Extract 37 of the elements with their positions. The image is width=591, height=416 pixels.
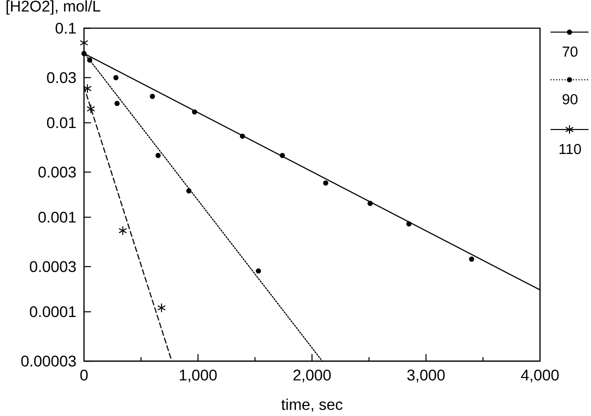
point — [114, 100, 120, 106]
x-tick-label: 4,000 — [521, 370, 559, 382]
y-tick-label: 0.1 — [56, 22, 76, 34]
point — [192, 109, 198, 115]
point — [323, 180, 328, 186]
point — [87, 57, 92, 63]
point — [186, 188, 192, 194]
point — [118, 226, 127, 236]
x-tick-label: 0 — [80, 370, 88, 381]
x-tick-label: 1,000 — [180, 370, 217, 382]
point — [150, 94, 155, 99]
y-tick-label: 0.0003 — [30, 261, 76, 272]
point — [469, 256, 474, 262]
legend-label: 70 — [562, 46, 578, 57]
point — [113, 75, 119, 80]
point — [280, 152, 285, 158]
point — [157, 302, 166, 313]
y-tick-label: 0.001 — [38, 212, 76, 223]
x-axis-title: time, sec — [281, 398, 342, 412]
point — [81, 50, 87, 56]
y-tick-label: 0.03 — [47, 72, 76, 84]
y-axis-title: [H2O2], mol/L — [6, 0, 100, 15]
y-tick-label: 0.00003 — [21, 356, 76, 367]
legend-label: 90 — [562, 94, 578, 104]
point — [368, 200, 373, 206]
y-tick-label: 0.0001 — [30, 306, 76, 318]
point — [156, 152, 161, 158]
point — [256, 268, 262, 274]
point — [406, 221, 412, 226]
point — [86, 104, 96, 114]
x-tick-label: 3,000 — [407, 370, 445, 382]
y-tick-label: 0.01 — [47, 117, 76, 128]
point — [83, 84, 92, 94]
legend-label: 110 — [560, 144, 581, 154]
y-tick-label: 0.003 — [38, 166, 76, 178]
x-tick-label: 2,000 — [293, 370, 331, 382]
point — [240, 134, 246, 139]
